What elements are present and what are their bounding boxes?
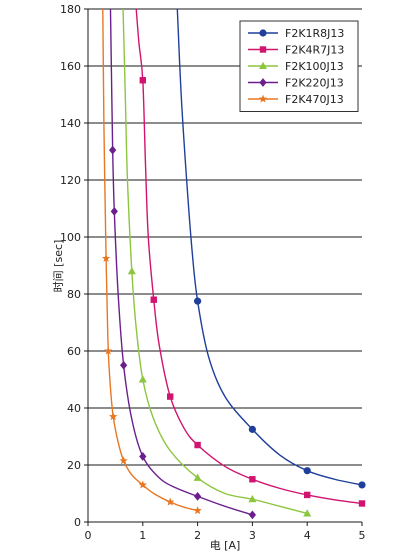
- y-tick-label-2: 40: [67, 402, 81, 415]
- x-tick-label-5: 5: [359, 529, 366, 542]
- data-point-F2K220J13-3: [139, 452, 147, 461]
- legend-label-1: F2K4R7J13: [285, 44, 344, 57]
- data-point-F2K470J13-4: [138, 480, 147, 489]
- y-tick-label-4: 80: [67, 288, 81, 301]
- data-point-F2K220J13-2: [120, 360, 128, 370]
- x-tick-label-0: 0: [85, 529, 92, 542]
- data-point-F2K1R8J13-1: [248, 425, 256, 433]
- y-tick-label-1: 20: [67, 459, 81, 472]
- data-point-F2K1R8J13-0: [194, 297, 202, 305]
- legend: F2K1R8J13 F2K4R7J13 F2K100J13 F2K220J13 F2K4…: [239, 20, 359, 112]
- data-point-F2K100J13-4: [303, 509, 312, 517]
- data-point-F2K220J13-4: [194, 491, 202, 501]
- legend-label-2: F2K100J13: [285, 60, 344, 73]
- legend-marker-0: [259, 29, 267, 37]
- markers-layer: [101, 77, 366, 520]
- y-tick-label-8: 160: [60, 60, 81, 73]
- data-point-F2K470J13-5: [166, 497, 175, 506]
- data-point-F2K220J13-0: [109, 145, 117, 155]
- legend-marker-3: [259, 78, 267, 87]
- data-point-F2K470J13-3: [119, 456, 128, 465]
- data-point-F2K470J13-2: [109, 412, 118, 421]
- legend-label-4: F2K470J13: [285, 93, 344, 106]
- data-point-F2K4R7J13-1: [150, 296, 157, 303]
- legend-marker-1: [259, 46, 267, 53]
- legend-label-3: F2K220J13: [285, 77, 344, 90]
- data-point-F2K470J13-1: [104, 346, 113, 355]
- x-tick-label-1: 1: [139, 529, 146, 542]
- data-point-F2K1R8J13-2: [303, 467, 311, 475]
- data-point-F2K4R7J13-0: [139, 77, 146, 84]
- series-line-F2K470J13: [102, 9, 198, 512]
- data-point-F2K220J13-5: [248, 510, 256, 520]
- y-tick-label-3: 60: [67, 345, 81, 358]
- legend-marker-2: [259, 61, 267, 69]
- x-tick-label-4: 4: [304, 529, 311, 542]
- data-point-F2K100J13-2: [193, 473, 202, 481]
- tick-labels: 0 1 2 3 4 5 0 20 40 60 80 100 120 140 160 180: [60, 3, 366, 542]
- data-point-F2K4R7J13-5: [304, 491, 311, 499]
- data-point-F2K4R7J13-4: [249, 476, 256, 483]
- data-point-F2K1R8J13-3: [358, 481, 366, 489]
- series-line-F2K4R7J13: [135, 9, 362, 505]
- y-tick-label-5: 100: [60, 231, 81, 244]
- y-tick-label-7: 140: [60, 117, 81, 130]
- x-tick-label-3: 3: [249, 529, 256, 542]
- y-tick-label-9: 180: [60, 3, 81, 16]
- y-tick-label-6: 120: [60, 174, 81, 187]
- data-point-F2K100J13-0: [127, 267, 136, 275]
- data-point-F2K470J13-0: [101, 253, 111, 262]
- data-point-F2K100J13-3: [248, 495, 257, 503]
- y-tick-label-0: 0: [74, 516, 81, 529]
- legend-marker-4: [258, 94, 268, 103]
- x-tick-label-2: 2: [194, 529, 201, 542]
- data-point-F2K4R7J13-6: [358, 500, 366, 507]
- data-point-F2K100J13-1: [138, 375, 147, 383]
- data-point-F2K470J13-6: [193, 506, 202, 515]
- axes: [84, 8, 363, 526]
- data-point-F2K4R7J13-2: [167, 393, 174, 400]
- y-axis-label: 时间 [sec]: [52, 240, 65, 293]
- legend-label-0: F2K1R8J13: [285, 27, 344, 40]
- x-axis-label: 电 [A]: [210, 539, 241, 552]
- data-point-F2K220J13-1: [110, 206, 118, 216]
- data-point-F2K4R7J13-3: [194, 441, 201, 449]
